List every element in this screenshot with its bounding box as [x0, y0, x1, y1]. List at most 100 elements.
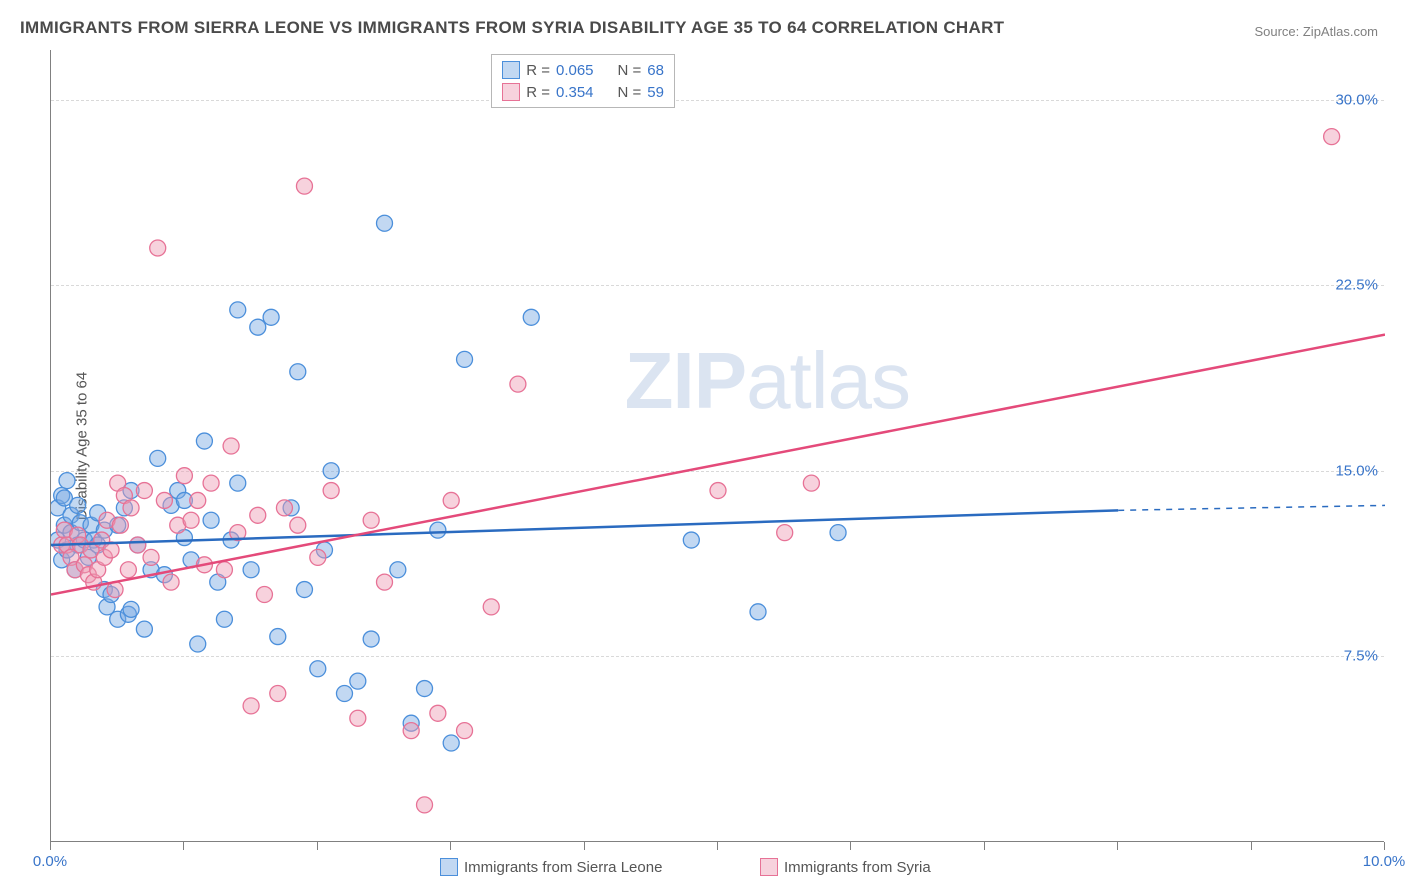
- data-point: [156, 492, 172, 508]
- data-point: [59, 473, 75, 489]
- legend-swatch: [502, 61, 520, 79]
- data-point: [70, 497, 86, 513]
- legend-N-value: 59: [647, 84, 664, 101]
- data-point: [443, 492, 459, 508]
- data-point: [216, 611, 232, 627]
- data-point: [363, 512, 379, 528]
- plot-wrapper: ZIPatlas R =0.065N =68R =0.354N =59 7.5%…: [50, 50, 1384, 842]
- legend-R-value: 0.354: [556, 84, 594, 101]
- x-tick: [584, 842, 585, 850]
- data-point: [183, 512, 199, 528]
- data-point: [150, 240, 166, 256]
- data-point: [250, 507, 266, 523]
- correlation-legend: R = 0.065 N = 68 R = 0.354 N = 59: [491, 54, 675, 108]
- data-point: [363, 631, 379, 647]
- x-tick: [1117, 842, 1118, 850]
- data-point: [390, 562, 406, 578]
- source-label: Source: ZipAtlas.com: [1254, 24, 1378, 39]
- data-point: [443, 735, 459, 751]
- x-tick-label: 0.0%: [33, 853, 67, 870]
- legend-series-label: Immigrants from Syria: [784, 859, 931, 876]
- data-point: [777, 525, 793, 541]
- data-point: [136, 621, 152, 637]
- data-point: [243, 698, 259, 714]
- data-point: [216, 562, 232, 578]
- legend-series-1: Immigrants from Sierra Leone: [440, 858, 662, 876]
- data-point: [377, 574, 393, 590]
- data-point: [350, 710, 366, 726]
- x-tick: [1251, 842, 1252, 850]
- data-point: [290, 517, 306, 533]
- data-point: [457, 723, 473, 739]
- chart-container: IMMIGRANTS FROM SIERRA LEONE VS IMMIGRAN…: [0, 0, 1406, 892]
- legend-row: R = 0.354 N = 59: [502, 81, 664, 103]
- data-point: [130, 537, 146, 553]
- legend-swatch: [502, 83, 520, 101]
- x-tick: [1384, 842, 1385, 850]
- x-tick-label: 10.0%: [1363, 853, 1406, 870]
- data-point: [417, 681, 433, 697]
- data-point: [523, 309, 539, 325]
- data-point: [243, 562, 259, 578]
- data-point: [123, 601, 139, 617]
- data-point: [250, 319, 266, 335]
- x-tick: [50, 842, 51, 850]
- data-point: [510, 376, 526, 392]
- legend-N-value: 68: [647, 62, 664, 79]
- data-point: [230, 302, 246, 318]
- data-point: [1324, 129, 1340, 145]
- data-point: [683, 532, 699, 548]
- data-point: [296, 178, 312, 194]
- data-point: [190, 492, 206, 508]
- data-point: [336, 686, 352, 702]
- data-point: [803, 475, 819, 491]
- legend-row: R = 0.065 N = 68: [502, 59, 664, 81]
- scatter-svg: [51, 50, 1385, 842]
- x-tick: [850, 842, 851, 850]
- x-tick: [317, 842, 318, 850]
- data-point: [143, 549, 159, 565]
- data-point: [377, 215, 393, 231]
- data-point: [120, 562, 136, 578]
- legend-series-label: Immigrants from Sierra Leone: [464, 859, 662, 876]
- data-point: [296, 582, 312, 598]
- data-point: [483, 599, 499, 615]
- data-point: [196, 433, 212, 449]
- plot-area: ZIPatlas R =0.065N =68R =0.354N =59 7.5%…: [50, 50, 1384, 842]
- x-tick: [984, 842, 985, 850]
- data-point: [270, 629, 286, 645]
- data-point: [223, 438, 239, 454]
- data-point: [430, 522, 446, 538]
- legend-N-label: N =: [618, 62, 642, 79]
- data-point: [270, 686, 286, 702]
- data-point: [830, 525, 846, 541]
- data-point: [123, 500, 139, 516]
- data-point: [263, 309, 279, 325]
- data-point: [323, 463, 339, 479]
- legend-R-value: 0.065: [556, 62, 594, 79]
- trend-line-dashed: [1118, 505, 1385, 510]
- data-point: [310, 549, 326, 565]
- x-tick: [717, 842, 718, 850]
- legend-N-label: N =: [618, 84, 642, 101]
- legend-swatch: [760, 858, 778, 876]
- x-tick: [183, 842, 184, 850]
- data-point: [136, 483, 152, 499]
- data-point: [323, 483, 339, 499]
- data-point: [256, 587, 272, 603]
- data-point: [163, 574, 179, 590]
- data-point: [430, 705, 446, 721]
- data-point: [276, 500, 292, 516]
- data-point: [203, 475, 219, 491]
- data-point: [176, 468, 192, 484]
- trend-line: [51, 335, 1385, 595]
- legend-series-2: Immigrants from Syria: [760, 858, 931, 876]
- chart-title: IMMIGRANTS FROM SIERRA LEONE VS IMMIGRAN…: [20, 18, 1004, 38]
- data-point: [403, 723, 419, 739]
- legend-R-label: R =: [526, 84, 550, 101]
- legend-swatch: [440, 858, 458, 876]
- data-point: [290, 364, 306, 380]
- data-point: [417, 797, 433, 813]
- data-point: [190, 636, 206, 652]
- legend-R-label: R =: [526, 62, 550, 79]
